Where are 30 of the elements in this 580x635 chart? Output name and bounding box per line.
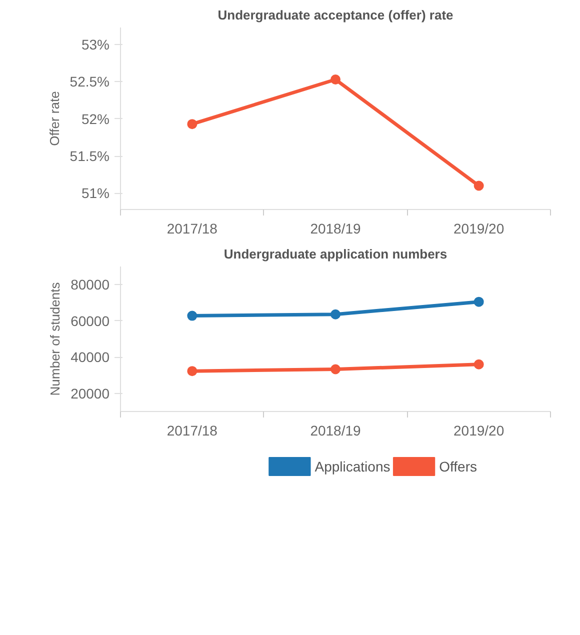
y-tick-label: 52.5% xyxy=(70,74,110,90)
y-tick-label: 80000 xyxy=(70,276,110,293)
y-axis-title: Number of students xyxy=(48,282,63,396)
y-tick-label: 53% xyxy=(81,36,110,53)
point xyxy=(187,310,198,321)
point xyxy=(330,309,340,320)
y-axis-title: Offer rate xyxy=(46,91,62,146)
y-tick-label: 51.5% xyxy=(70,148,110,164)
x-tick-label: 2018/19 xyxy=(310,422,362,438)
y-tick-label: 52% xyxy=(81,110,110,127)
y-tick-label: 40000 xyxy=(70,349,110,366)
x-tick-label: 2019/20 xyxy=(454,422,504,438)
y-tick-label: 51% xyxy=(81,185,110,202)
legend-label: Applications xyxy=(314,458,390,474)
point xyxy=(474,180,484,191)
point xyxy=(474,359,484,370)
point xyxy=(330,364,340,374)
legend-label: Offers xyxy=(439,458,477,474)
y-tick-label: 20000 xyxy=(70,385,110,402)
point xyxy=(187,119,198,130)
point xyxy=(474,296,484,307)
y-tick-label: 60000 xyxy=(70,312,110,329)
chart-title: Undergraduate application numbers xyxy=(224,246,448,262)
chart-title: Undergraduate acceptance (offer) rate xyxy=(218,8,454,22)
x-tick-label: 2017/18 xyxy=(166,422,218,438)
x-tick-label: 2019/20 xyxy=(454,220,504,236)
point xyxy=(330,74,340,84)
x-tick-label: 2018/19 xyxy=(310,220,362,236)
point xyxy=(187,366,198,376)
x-tick-label: 2017/18 xyxy=(166,220,218,236)
